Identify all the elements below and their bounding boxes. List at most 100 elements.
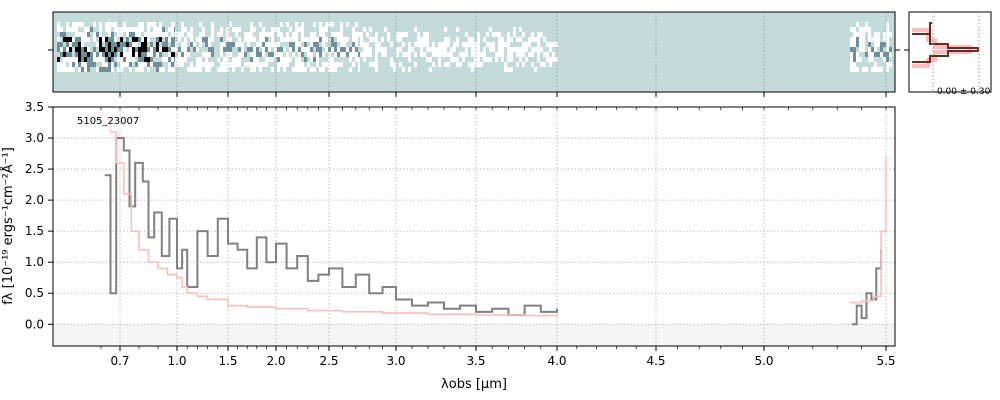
spectrum-2d-pixel — [501, 57, 504, 62]
spectrum-2d-pixel — [316, 67, 319, 72]
spectrum-2d-pixel — [874, 67, 877, 72]
spectrum-2d-pixel — [378, 32, 381, 37]
spectrum-2d-pixel — [60, 67, 63, 72]
spectrum-2d-pixel — [66, 27, 69, 32]
spectrum-2d-pixel — [187, 27, 190, 32]
spectrum-2d-pixel — [153, 62, 156, 67]
spectrum-2d-pixel — [175, 37, 178, 42]
spectrum-2d-pixel — [429, 42, 432, 47]
spectrum-2d-pixel — [274, 22, 277, 27]
spectrum-2d-pixel — [343, 47, 346, 52]
spectrum-2d-pixel — [328, 52, 331, 57]
spectrum-2d-pixel — [480, 52, 483, 57]
spectrum-2d-pixel — [435, 42, 438, 47]
spectrum-2d-pixel — [271, 42, 274, 47]
spectrum-2d-pixel — [214, 57, 217, 62]
spectrum-2d-pixel — [286, 62, 289, 67]
spectrum-2d-pixel — [102, 27, 105, 32]
spectrum-2d-pixel — [537, 62, 540, 67]
spectrum-2d-pixel — [147, 52, 150, 57]
x-tick-label: 5.0 — [754, 354, 773, 368]
spectrum-2d-pixel — [408, 37, 411, 42]
spectrum-2d-pixel — [117, 37, 120, 42]
profile-panel: -0.00 ± 0.30 — [904, 11, 992, 97]
spectrum-2d-pixel — [883, 62, 886, 67]
spectrum-2d-pixel — [208, 47, 211, 52]
spectrum-2d-pixel — [504, 67, 507, 72]
spectrum-2d-pixel — [63, 62, 66, 67]
spectrum-2d-pixel — [402, 67, 405, 72]
spectrum-2d-pixel — [256, 42, 259, 47]
spectrum-2d-pixel — [328, 57, 331, 62]
spectrum-2d-pixel — [859, 67, 862, 72]
spectrum-2d-pixel — [171, 37, 174, 42]
spectrum-2d-pixel — [196, 52, 199, 57]
spectrum-2d-pixel — [75, 37, 78, 42]
spectrum-2d-pixel — [226, 22, 229, 27]
spectrum-2d-pixel — [283, 27, 286, 32]
spectrum-2d-pixel — [162, 37, 165, 42]
spectrum-2d-pixel — [405, 27, 408, 32]
spectrum-2d-pixel — [352, 32, 355, 37]
spectrum-2d-pixel — [171, 57, 174, 62]
spectrum-2d-pixel — [486, 27, 489, 32]
spectrum-2d-pixel — [853, 27, 856, 32]
spectrum-2d-pixel — [69, 22, 72, 27]
spectrum-2d-pixel — [372, 42, 375, 47]
series-line-2 — [104, 118, 558, 317]
spectrum-2d-pixel — [81, 42, 84, 47]
spectrum-2d-pixel — [280, 67, 283, 72]
spectrum-2d-pixel — [57, 47, 60, 52]
profile-data-line — [912, 22, 979, 63]
spectrum-2d-pixel — [387, 52, 390, 57]
spectrum-2d-pixel — [322, 37, 325, 42]
spectrum-2d-pixel — [144, 67, 147, 72]
spectrum-2d-pixel — [477, 67, 480, 72]
spectrum-2d-pixel — [868, 52, 871, 57]
spectrum-2d-pixel — [492, 37, 495, 42]
spectrum-2d-pixel — [522, 27, 525, 32]
spectrum-2d-pixel — [162, 22, 165, 27]
spectrum-2d-pixel — [337, 52, 340, 57]
spectrum-2d-pixel — [265, 32, 268, 37]
spectrum-2d-pixel — [262, 27, 265, 32]
spectrum-2d-pixel — [399, 67, 402, 72]
spectrum-2d-pixel — [99, 42, 102, 47]
spectrum-2d-pixel — [120, 42, 123, 47]
spectrum-2d-pixel — [405, 32, 408, 37]
spectrum-2d-pixel — [111, 27, 114, 32]
spectrum-2d-pixel — [874, 27, 877, 32]
x-tick-label: 1.0 — [167, 354, 186, 368]
spectrum-2d-pixel — [886, 57, 889, 62]
spectrum-2d-pixel — [477, 57, 480, 62]
spectrum-2d-pixel — [316, 22, 319, 27]
spectrum-2d-pixel — [63, 22, 66, 27]
spectrum-2d-pixel — [301, 22, 304, 27]
spectrum-2d-pixel — [495, 22, 498, 27]
spectrum-2d-pixel — [865, 42, 868, 47]
spectrum-2d-pixel — [72, 62, 75, 67]
spectrum-2d-pixel — [135, 37, 138, 42]
spectrum-2d-pixel — [190, 27, 193, 32]
spectrum-2d-pixel — [328, 67, 331, 72]
spectrum-2d-pixel — [229, 32, 232, 37]
spectrum-2d-pixel — [250, 52, 253, 57]
spectrum-2d-pixel — [465, 32, 468, 37]
spectrum-2d-pixel — [886, 42, 889, 47]
spectrum-2d-pixel — [214, 37, 217, 42]
spectrum-2d-pixel — [429, 67, 432, 72]
spectrum-2d-pixel — [150, 57, 153, 62]
spectrum-2d-pixel — [123, 62, 126, 67]
spectrum-2d-pixel — [501, 37, 504, 42]
spectrum-2d-pixel — [555, 37, 558, 42]
spectrum-2d-pixel — [531, 52, 534, 57]
spectrum-2d-pixel — [187, 62, 190, 67]
spectrum-2d-pixel — [84, 62, 87, 67]
spectrum-2d-pixel — [141, 57, 144, 62]
spectrum-2d-pixel — [534, 22, 537, 27]
spectrum-2d-pixel — [498, 57, 501, 62]
spectrum-2d-pixel — [159, 57, 162, 62]
spectrum-2d-pixel — [883, 47, 886, 52]
spectrum-2d-pixel — [528, 42, 531, 47]
spectrum-2d-pixel — [265, 37, 268, 42]
